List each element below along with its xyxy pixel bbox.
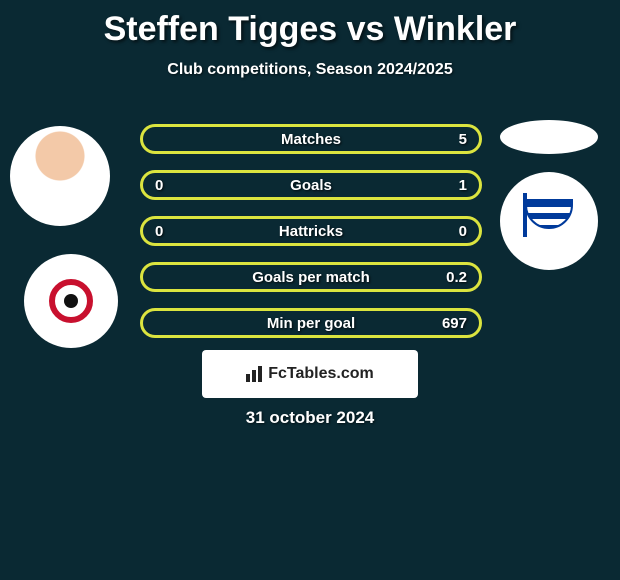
hertha-icon	[519, 191, 579, 251]
stat-left-value: 0	[155, 223, 195, 240]
page-title: Steffen Tigges vs Winkler	[0, 0, 620, 49]
stats-table: Matches 5 0 Goals 1 0 Hattricks 0 Goals …	[140, 124, 482, 354]
chart-icon	[246, 366, 262, 382]
player-left-avatar	[10, 126, 110, 226]
hurricane-icon	[43, 273, 99, 329]
date-label: 31 october 2024	[0, 408, 620, 428]
stat-right-value: 5	[427, 131, 467, 148]
stat-right-value: 1	[427, 177, 467, 194]
stat-label: Goals per match	[195, 269, 427, 286]
player-right-avatar	[500, 120, 598, 154]
stat-right-value: 0	[427, 223, 467, 240]
stat-label: Hattricks	[195, 223, 427, 240]
club-left-logo	[24, 254, 118, 348]
branding-text: FcTables.com	[268, 365, 374, 383]
stat-row: 0 Goals 1	[140, 170, 482, 200]
stat-row: 0 Hattricks 0	[140, 216, 482, 246]
branding-badge: FcTables.com	[202, 350, 418, 398]
stat-row: Goals per match 0.2	[140, 262, 482, 292]
stat-row: Matches 5	[140, 124, 482, 154]
stat-label: Matches	[195, 131, 427, 148]
stat-label: Min per goal	[195, 315, 427, 332]
stat-label: Goals	[195, 177, 427, 194]
stat-right-value: 697	[427, 315, 467, 332]
stat-row: Min per goal 697	[140, 308, 482, 338]
club-right-logo	[500, 172, 598, 270]
stat-left-value: 0	[155, 177, 195, 194]
stat-right-value: 0.2	[427, 269, 467, 286]
page-subtitle: Club competitions, Season 2024/2025	[0, 61, 620, 79]
